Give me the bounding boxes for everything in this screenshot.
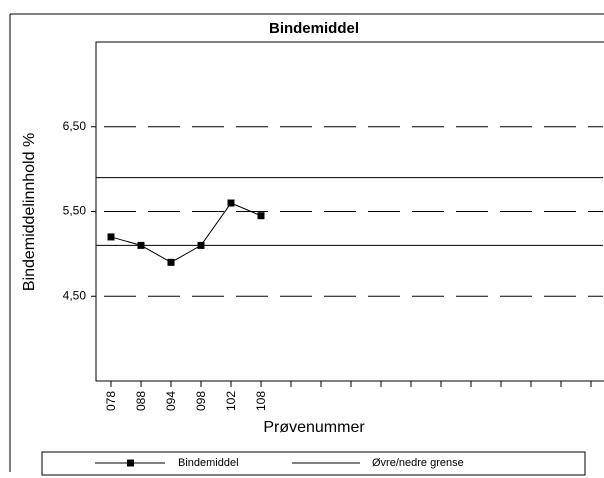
x-tick-label: 094 [164, 391, 178, 411]
x-tick-label: 088 [134, 391, 148, 411]
x-tick-label: 098 [194, 391, 208, 411]
point [137, 241, 145, 249]
legend-marker [127, 459, 134, 467]
point [167, 258, 175, 266]
legend-label: Øvre/nedre grense [372, 457, 464, 469]
point [227, 199, 235, 207]
y-tick-label: 4,50 [63, 288, 87, 302]
y-axis-label: Bindemiddelinnhold % [21, 133, 38, 291]
y-tick-label: 6,50 [63, 119, 87, 133]
point [107, 233, 115, 241]
x-tick-label: 108 [254, 391, 268, 411]
legend-label: Bindemiddel [178, 457, 239, 469]
point [257, 212, 265, 220]
x-axis-label: Prøvenummer [263, 419, 365, 436]
x-tick-label: 102 [224, 391, 238, 411]
x-tick-label: 078 [104, 391, 118, 411]
chart-title: Bindemiddel [269, 20, 359, 37]
y-tick-label: 5,50 [63, 204, 87, 218]
legend [41, 451, 586, 476]
point [197, 241, 205, 249]
series-line [110, 202, 262, 263]
